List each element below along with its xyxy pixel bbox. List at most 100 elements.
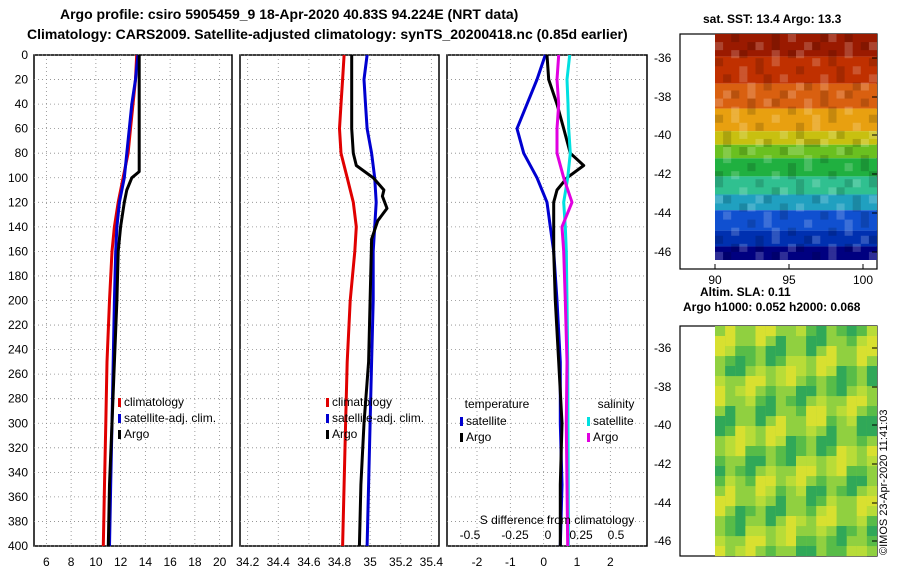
sst-band	[715, 83, 877, 109]
sla-cell	[826, 436, 837, 447]
sla-cell	[765, 426, 776, 437]
sla-cell	[745, 526, 756, 537]
sla-cell	[715, 376, 726, 387]
x-tick-label: 34.4	[267, 555, 291, 569]
sla-cell	[856, 426, 867, 437]
sst-cell	[787, 106, 796, 115]
sst-cell	[812, 42, 821, 51]
sst-cell	[844, 90, 853, 99]
sst-cell	[739, 122, 748, 131]
sla-cell	[796, 436, 807, 447]
sst-cell	[739, 243, 748, 252]
sst-cell	[715, 179, 724, 188]
sla-cell	[806, 426, 817, 437]
sla-cell	[846, 456, 857, 467]
x-tick-label: 16	[163, 555, 177, 569]
sla-cell	[856, 546, 867, 557]
sla-cell	[745, 536, 756, 547]
sst-cell	[812, 251, 821, 260]
sst-cell	[747, 219, 756, 228]
sla-cell	[765, 346, 776, 357]
sst-x-tick-label: 90	[708, 273, 722, 287]
sst-cell	[844, 243, 853, 252]
sla-cell	[856, 396, 867, 407]
sla-cell	[725, 526, 736, 537]
legend-swatch	[587, 417, 590, 426]
sst-cell	[747, 146, 756, 156]
sla-cell	[866, 366, 878, 377]
y-tick-label: 220	[8, 318, 28, 332]
sla-cell	[826, 446, 837, 457]
sst-cell	[771, 98, 780, 107]
sla-cell	[765, 506, 776, 517]
sla-cell	[856, 466, 867, 477]
sla-cell	[836, 486, 847, 497]
sla-cell	[866, 536, 878, 547]
legend-label: Argo	[124, 427, 150, 441]
sst-cell	[812, 179, 821, 188]
sub-x-tick-label: 0.25	[569, 528, 593, 542]
sla-cell	[866, 406, 878, 417]
series-line-salinity-argo	[555, 54, 574, 547]
sla-cell	[816, 406, 827, 417]
sla-cell	[866, 526, 878, 537]
sla-cell	[745, 476, 756, 487]
sst-cell	[844, 179, 853, 188]
y-tick-label: 360	[8, 490, 28, 504]
sla-cell	[806, 406, 817, 417]
sla-cell	[866, 516, 878, 527]
sla-cell	[816, 486, 827, 497]
sst-cell	[860, 219, 869, 228]
sst-cell	[852, 122, 861, 131]
sst-cell	[787, 227, 796, 236]
sla-cell	[765, 326, 776, 337]
sla-cell	[826, 496, 837, 507]
y-tick-label: 20	[15, 73, 29, 87]
sst-band	[715, 131, 877, 145]
sla-cell	[735, 426, 746, 437]
sla-cell	[856, 476, 867, 487]
sst-cell	[747, 82, 756, 91]
sla-cell	[816, 506, 827, 517]
sla-map-label-2: Argo h1000: 0.052 h2000: 0.068	[683, 300, 861, 314]
sst-y-tick-label: -44	[654, 206, 672, 220]
sst-cell	[771, 251, 780, 260]
sst-cell	[796, 66, 805, 75]
sla-cell	[836, 376, 847, 387]
sla-map-image	[715, 326, 878, 557]
sla-cell	[715, 346, 726, 357]
sst-cell	[739, 203, 748, 212]
sla-cell	[725, 446, 736, 457]
sst-cell	[755, 66, 764, 75]
sst-cell	[739, 146, 748, 156]
sst-cell	[828, 34, 837, 43]
sla-cell	[765, 486, 776, 497]
sst-cell	[796, 122, 805, 131]
sla-cell	[725, 326, 736, 337]
legend-group-label: temperature	[465, 397, 530, 411]
series-line-argo	[350, 55, 389, 547]
legend-label: satellite	[593, 414, 634, 428]
sla-cell	[796, 326, 807, 337]
sst-cell	[836, 74, 845, 83]
sst-y-tick-label: -46	[654, 245, 672, 259]
sla-cell	[836, 466, 847, 477]
sla-cell	[846, 486, 857, 497]
sst-cell	[804, 219, 813, 228]
sst-y-tick-label: -36	[654, 51, 672, 65]
sst-cell	[796, 203, 805, 212]
sla-cell	[775, 416, 786, 427]
sst-cell	[820, 138, 829, 147]
sst-cell	[804, 82, 813, 91]
sst-cell	[852, 203, 861, 212]
legend-group-label: salinity	[598, 397, 635, 411]
sla-cell	[725, 346, 736, 357]
sla-y-tick-label: -36	[654, 341, 672, 355]
sst-cell	[715, 42, 724, 51]
y-tick-label: 240	[8, 343, 28, 357]
sla-cell	[725, 486, 736, 497]
legend-label: Argo	[332, 427, 358, 441]
sst-cell	[828, 187, 837, 196]
sla-cell	[715, 426, 726, 437]
legend-label: climatology	[124, 395, 184, 409]
